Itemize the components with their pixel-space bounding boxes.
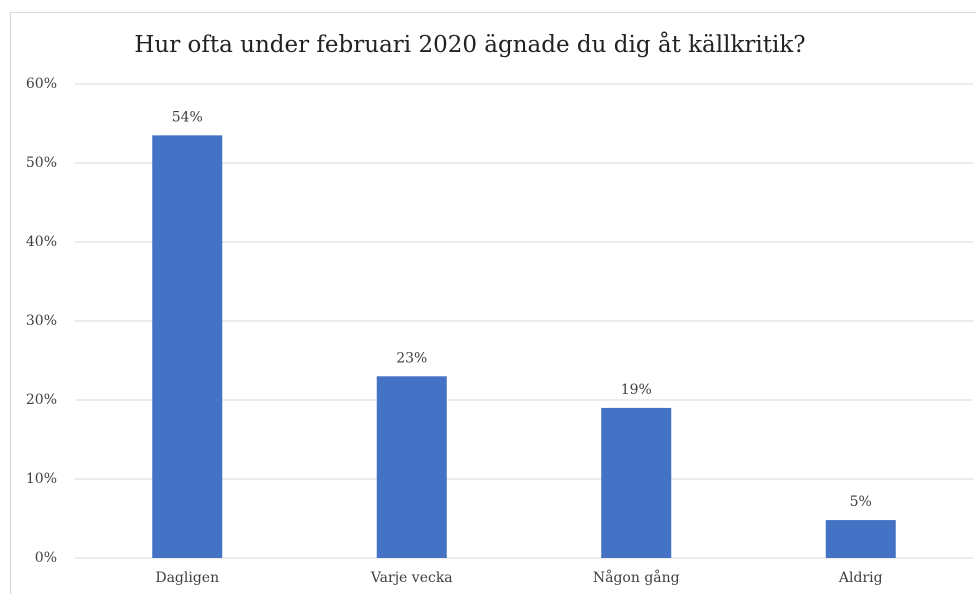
data-label: 5%: [850, 494, 872, 510]
bar: [376, 376, 447, 558]
y-tick-label: 40%: [26, 234, 57, 250]
bar: [152, 135, 223, 558]
y-tick-label: 60%: [26, 76, 57, 92]
y-tick-label: 50%: [26, 155, 57, 171]
data-label: 19%: [621, 382, 652, 398]
data-label: 23%: [396, 350, 427, 366]
y-tick-label: 20%: [26, 392, 57, 408]
x-tick-label: Aldrig: [838, 570, 883, 586]
data-label: 54%: [172, 109, 203, 125]
chart-title: Hur ofta under februari 2020 ägnade du d…: [134, 31, 805, 58]
x-tick-label: Någon gång: [593, 569, 680, 586]
bar: [601, 407, 672, 558]
x-tick-label: Varje vecka: [370, 570, 453, 586]
y-tick-label: 0%: [35, 550, 57, 566]
x-tick-label: Dagligen: [155, 570, 219, 586]
bar: [825, 520, 896, 558]
y-tick-label: 10%: [26, 471, 57, 487]
y-tick-label: 30%: [26, 313, 57, 329]
